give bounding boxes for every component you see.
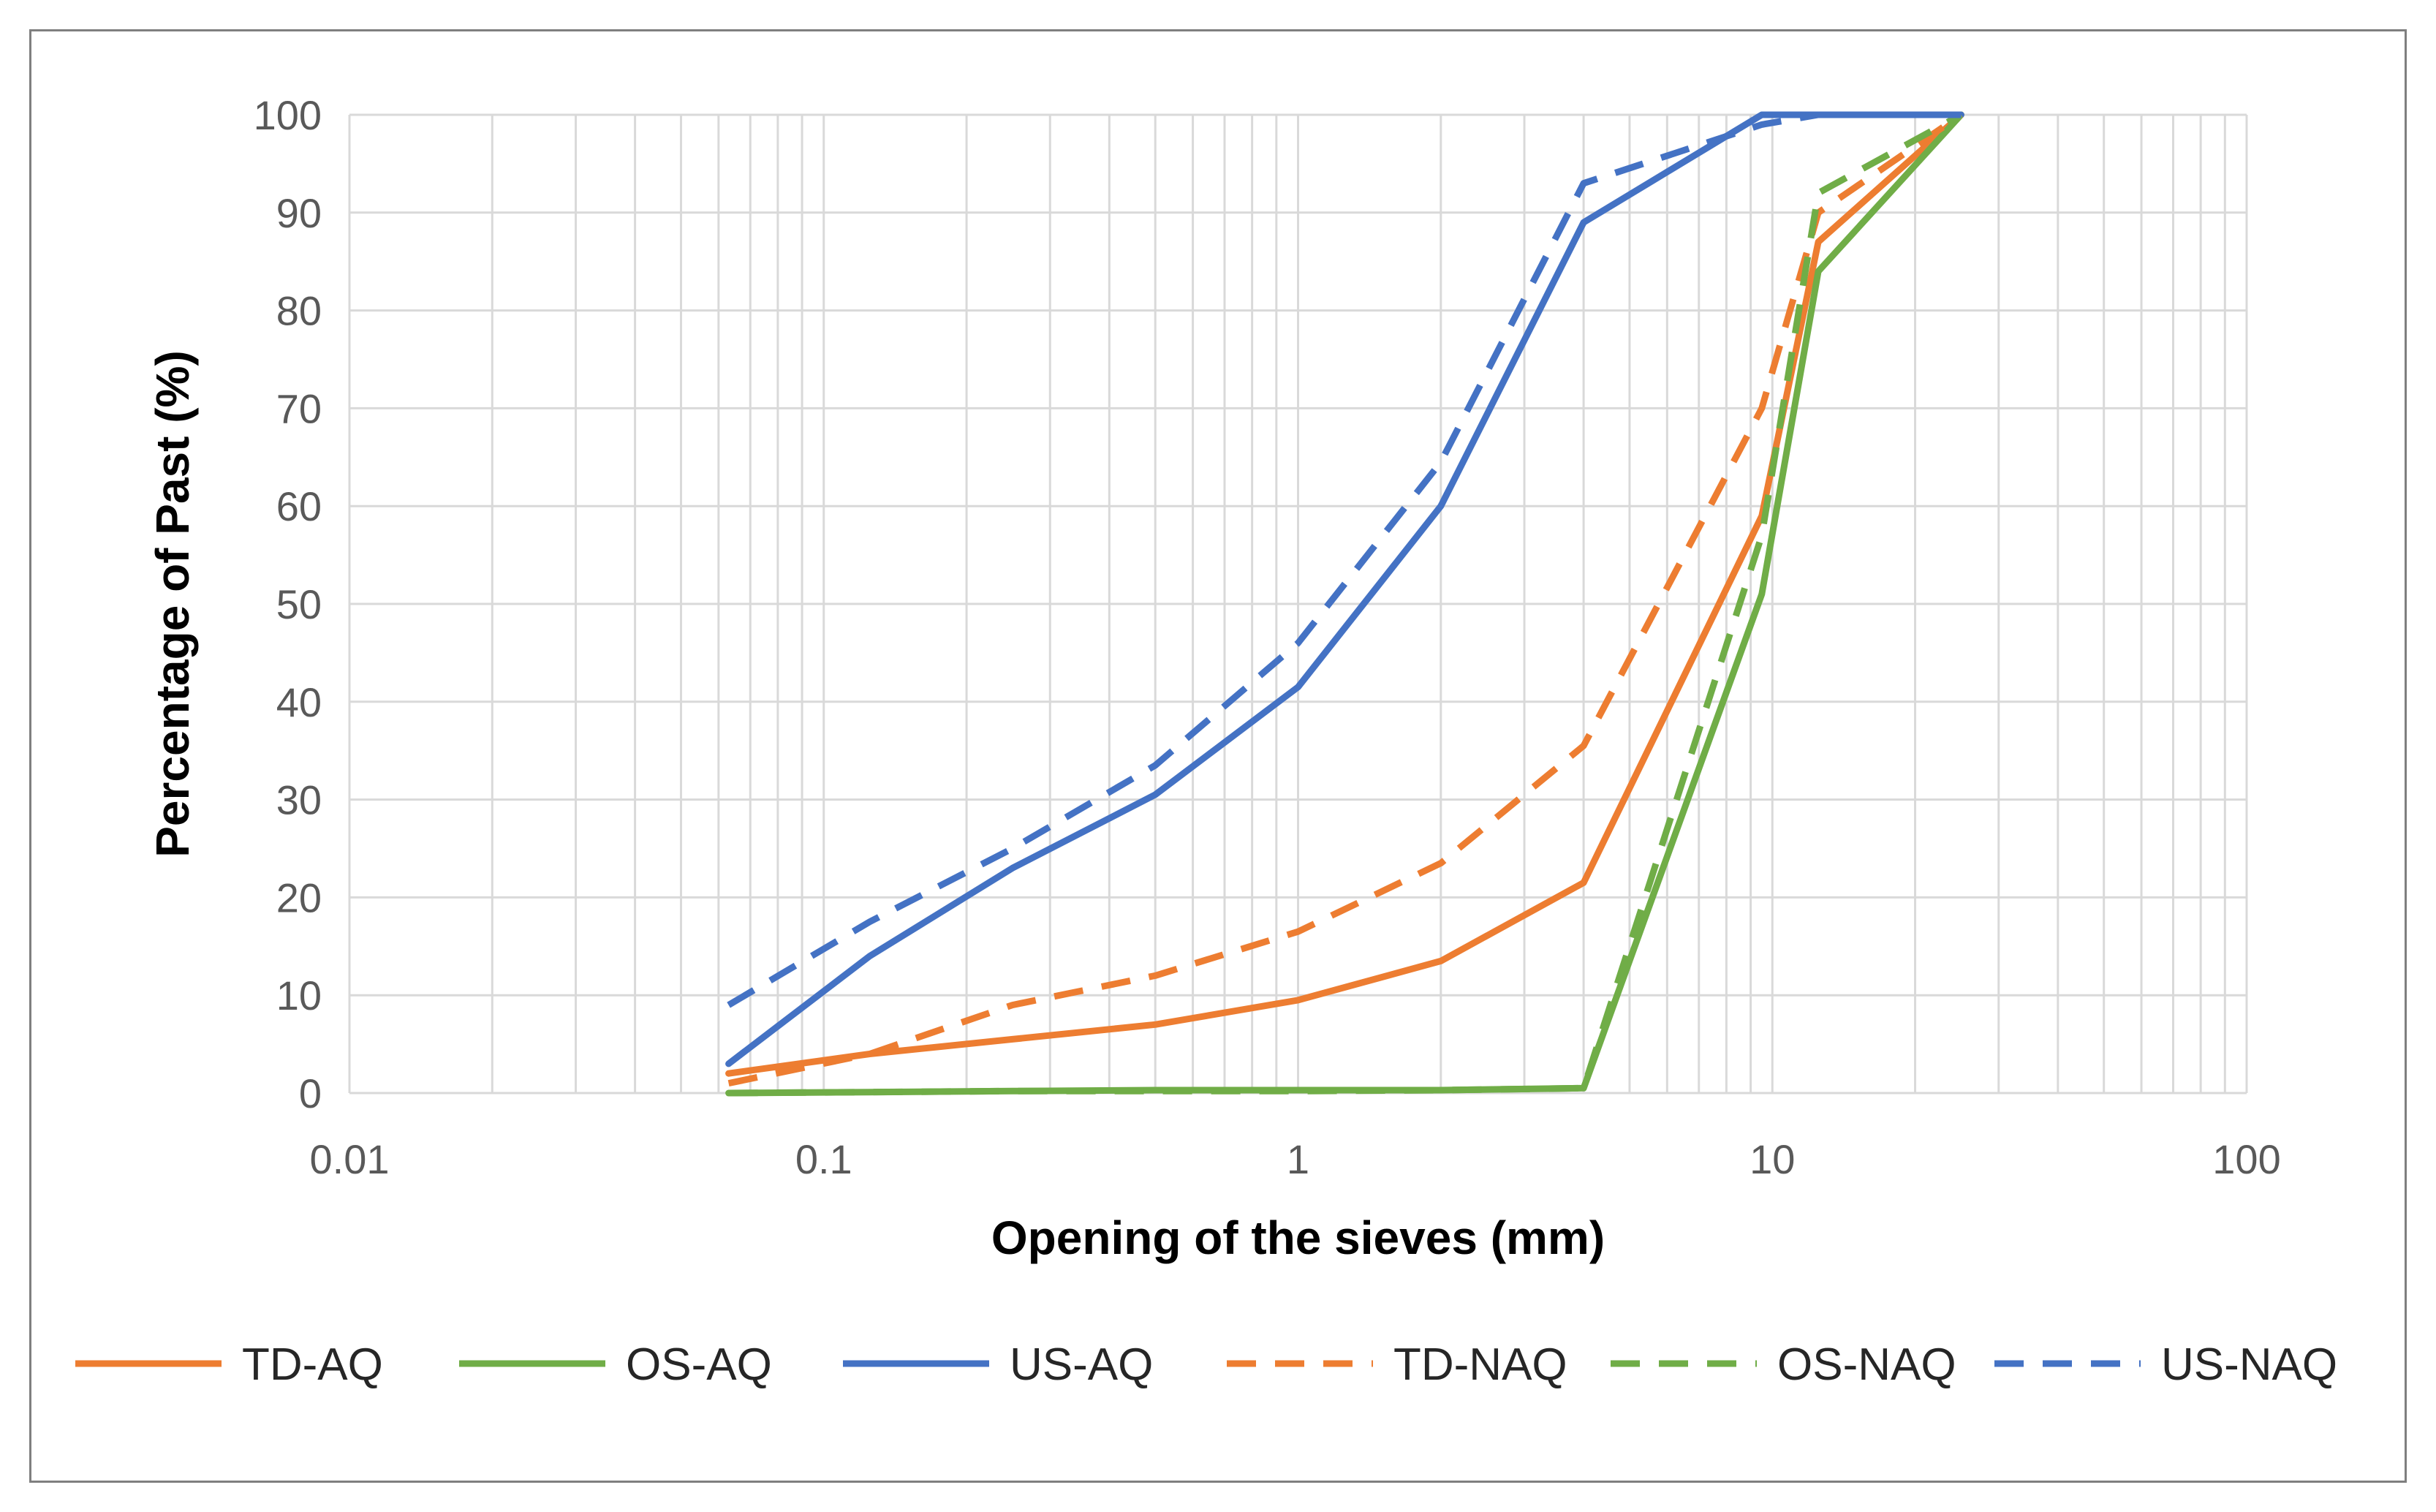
y-tick-label: 30: [276, 777, 322, 823]
x-tick-label: 0.01: [310, 1136, 390, 1182]
y-tick-label: 60: [276, 483, 322, 529]
x-axis-title: Opening of the sieves (mm): [991, 1212, 1605, 1264]
y-axis-title: Percentage of Past (%): [146, 350, 199, 858]
series-line-us-naq: [727, 111, 1962, 1008]
legend-label-td-naq: TD-NAQ: [1393, 1339, 1567, 1390]
x-tick-label: 0.1: [795, 1136, 852, 1182]
legend-label-us-aq: US-AQ: [1010, 1339, 1153, 1390]
x-tick-label: 10: [1750, 1136, 1795, 1182]
x-tick-label: 1: [1287, 1136, 1309, 1182]
series-line-us-aq: [725, 111, 1964, 1067]
y-axis-ticks: 0 10 20 30 40 50 60 70 80 90 100: [254, 92, 322, 1116]
y-tick-label: 0: [299, 1070, 322, 1116]
legend-label-os-naq: OS-NAQ: [1777, 1339, 1956, 1390]
sieve-gradation-chart: 0 10 20 30 40 50 60 70 80 90 100 0.01 0.1 1 10 100 Ope…: [75, 92, 2337, 1390]
y-tick-label: 50: [276, 581, 322, 627]
legend-label-us-naq: US-NAQ: [2161, 1339, 2337, 1390]
series-line-os-naq: [728, 112, 1963, 1097]
legend: TD-AQ OS-AQ US-AQ TD-NAQ OS-NAQ US-NAQ: [75, 1339, 2337, 1390]
x-tick-label: 100: [2212, 1136, 2280, 1182]
y-tick-label: 20: [276, 874, 322, 921]
y-tick-label: 10: [276, 972, 322, 1018]
y-tick-label: 100: [254, 92, 322, 138]
y-tick-label: 90: [276, 190, 322, 236]
chart-frame: 0 10 20 30 40 50 60 70 80 90 100 0.01 0.1 1 10 100 Ope…: [29, 29, 2407, 1483]
series-lines: [725, 111, 1964, 1097]
y-tick-label: 70: [276, 385, 322, 431]
legend-label-os-aq: OS-AQ: [626, 1339, 772, 1390]
series-line-td-naq: [727, 112, 1963, 1087]
y-tick-label: 80: [276, 288, 322, 334]
legend-label-td-aq: TD-AQ: [242, 1339, 383, 1390]
x-axis-ticks: 0.01 0.1 1 10 100: [310, 1136, 2281, 1182]
y-tick-label: 40: [276, 679, 322, 725]
gridlines: [348, 113, 2248, 1095]
